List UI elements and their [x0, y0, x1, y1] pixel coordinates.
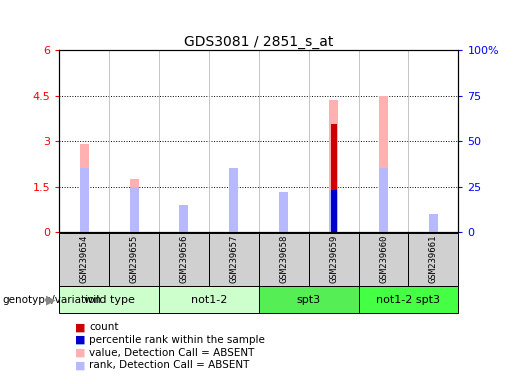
Text: GSM239656: GSM239656: [179, 234, 188, 283]
Bar: [329, 192, 338, 232]
Bar: [358, 233, 408, 286]
Bar: [59, 286, 159, 313]
Text: GSM239658: GSM239658: [279, 234, 288, 283]
Text: ■: ■: [75, 360, 85, 370]
Text: GSM239655: GSM239655: [130, 234, 139, 283]
Bar: [130, 179, 139, 232]
Bar: [308, 233, 358, 286]
Bar: [159, 286, 259, 313]
Text: ■: ■: [75, 335, 85, 345]
Text: not1-2 spt3: not1-2 spt3: [376, 295, 440, 305]
Text: GSM239661: GSM239661: [429, 234, 438, 283]
Bar: [229, 180, 238, 232]
Bar: [331, 190, 337, 232]
Text: wild type: wild type: [83, 295, 134, 305]
Text: spt3: spt3: [297, 295, 321, 305]
Title: GDS3081 / 2851_s_at: GDS3081 / 2851_s_at: [184, 35, 334, 49]
Bar: [159, 233, 209, 286]
Bar: [109, 233, 159, 286]
Text: GSM239659: GSM239659: [329, 234, 338, 283]
Bar: [429, 230, 438, 232]
Text: not1-2: not1-2: [191, 295, 227, 305]
Bar: [329, 100, 338, 232]
Text: GSM239660: GSM239660: [379, 234, 388, 283]
Bar: [259, 233, 308, 286]
Bar: [229, 169, 238, 232]
Text: genotype/variation: genotype/variation: [3, 295, 101, 305]
Text: count: count: [89, 322, 118, 332]
Text: GSM239654: GSM239654: [80, 234, 89, 283]
Bar: [259, 286, 358, 313]
Text: rank, Detection Call = ABSENT: rank, Detection Call = ABSENT: [89, 360, 249, 370]
Bar: [331, 124, 337, 232]
Text: ■: ■: [75, 322, 85, 332]
Bar: [408, 233, 458, 286]
Bar: [179, 205, 188, 232]
Text: ▶: ▶: [46, 294, 56, 307]
Text: value, Detection Call = ABSENT: value, Detection Call = ABSENT: [89, 348, 254, 358]
Text: percentile rank within the sample: percentile rank within the sample: [89, 335, 265, 345]
Bar: [80, 169, 89, 232]
Bar: [379, 169, 388, 232]
Bar: [358, 286, 458, 313]
Bar: [179, 227, 188, 232]
Bar: [130, 187, 139, 232]
Bar: [279, 192, 288, 232]
Bar: [429, 214, 438, 232]
Bar: [209, 233, 259, 286]
Bar: [80, 144, 89, 232]
Bar: [379, 96, 388, 232]
Text: ■: ■: [75, 348, 85, 358]
Bar: [279, 192, 288, 232]
Text: GSM239657: GSM239657: [229, 234, 238, 283]
Bar: [59, 233, 109, 286]
